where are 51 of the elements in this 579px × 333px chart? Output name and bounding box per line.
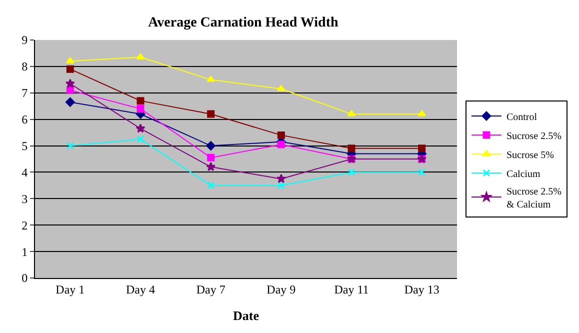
y-tick-label: 9	[22, 33, 28, 48]
x-tick-label: Day 7	[196, 282, 226, 296]
point	[136, 124, 146, 133]
y-tick-label: 2	[22, 218, 28, 232]
point	[418, 144, 426, 152]
point	[66, 65, 74, 73]
y-tick-label: 8	[22, 60, 28, 74]
x-tick-label: Day 11	[334, 282, 369, 296]
point	[206, 162, 216, 172]
point	[277, 140, 285, 148]
y-tick-label: 5	[22, 138, 28, 153]
point	[207, 182, 215, 190]
point	[418, 110, 426, 116]
y-tick-label: 1	[22, 244, 28, 259]
chart-title: Average Carnation Head Width	[148, 15, 338, 30]
x-axis-title: Date	[233, 308, 260, 323]
point	[276, 85, 286, 92]
y-tick-label: 0	[22, 271, 28, 286]
legend-label: Sucrose 2.5% & Calcium	[506, 186, 562, 210]
point	[348, 168, 356, 176]
point	[66, 57, 74, 64]
point	[206, 141, 216, 150]
point	[136, 135, 144, 143]
point	[66, 142, 74, 150]
point	[206, 76, 216, 82]
point	[136, 97, 144, 105]
legend-label: Control	[506, 112, 538, 123]
x-tick-label: Day 13	[404, 282, 440, 296]
y-tick-label: 4	[22, 165, 28, 180]
point	[347, 110, 356, 116]
legend-label: Calcium	[506, 168, 541, 180]
legend-label: Sucrose 5%	[506, 150, 554, 161]
y-tick-label: 3	[22, 192, 28, 206]
point	[66, 86, 74, 94]
point	[277, 182, 285, 190]
y-tick-label: 6	[22, 112, 28, 127]
legend-label: Sucrose 2.5%	[506, 130, 562, 142]
point	[207, 110, 215, 118]
point	[66, 97, 75, 107]
point	[207, 154, 215, 162]
x-tick-label: Day 1	[56, 282, 85, 296]
point	[136, 53, 145, 60]
point	[348, 144, 356, 152]
point	[136, 105, 144, 113]
point	[277, 131, 285, 139]
point	[65, 78, 75, 88]
x-tick-label: Day 4	[126, 282, 155, 296]
y-tick-label: 7	[22, 86, 28, 100]
x-tick-label: Day 9	[266, 282, 296, 296]
point	[418, 168, 426, 176]
point	[276, 174, 286, 183]
